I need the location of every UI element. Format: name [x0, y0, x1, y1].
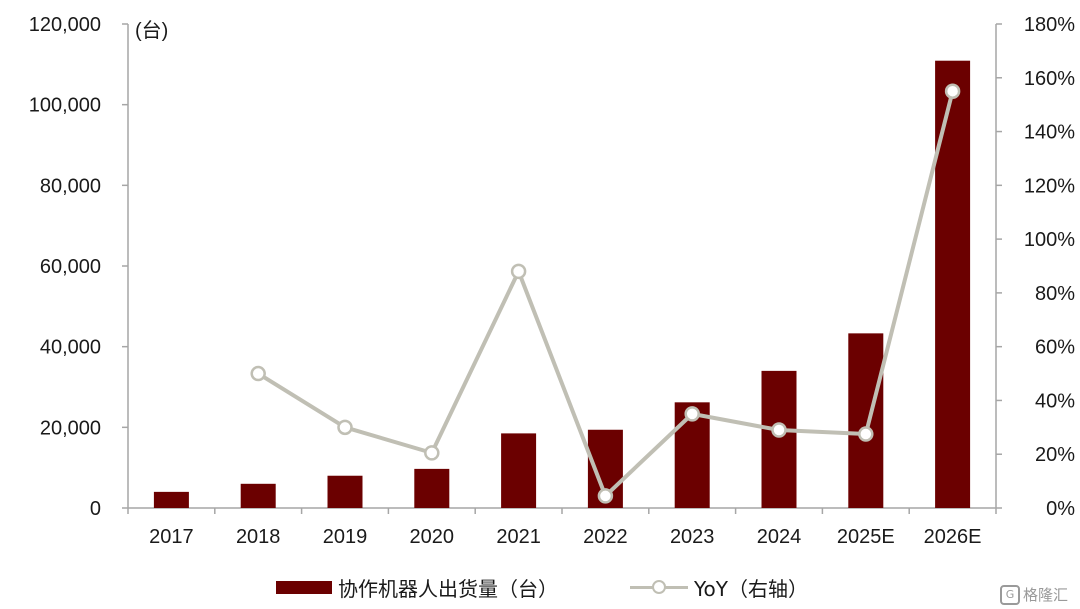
yoy-point — [858, 426, 874, 442]
left-axis-tick-label: 40,000 — [40, 337, 101, 359]
x-axis-tick-label: 2024 — [757, 526, 802, 548]
bar — [327, 475, 363, 508]
legend-bar-label: 协作机器人出货量（台） — [338, 576, 558, 601]
yoy-point — [250, 365, 266, 382]
legend-bar-swatch — [276, 580, 332, 594]
x-axis: 2017 2018 2019 2020 2021 2022 2023 2024 2025E 202… — [127, 507, 997, 548]
right-axis: 0% 20% 40% 60% 80% 100% 120% 140% 160% 180% — [995, 14, 1075, 520]
right-axis-tick-label: 180% — [1024, 14, 1075, 36]
left-axis: 0 20,000 40,000 60,000 80,000 100,000 120,000 — [29, 14, 129, 520]
bar — [935, 60, 971, 508]
left-axis-tick-label: 20,000 — [40, 417, 101, 439]
yoy-point — [597, 488, 614, 504]
x-axis-tick-label: 2025E — [837, 526, 895, 548]
legend-line-swatch — [630, 580, 688, 594]
x-axis-tick-label: 2018 — [236, 526, 281, 548]
right-axis-tick-label: 120% — [1024, 175, 1075, 197]
x-axis-tick-label: 2020 — [410, 526, 455, 548]
x-axis-tick-label: 2019 — [323, 526, 368, 548]
legend: 协作机器人出货量（台） YoY（右轴） — [0, 572, 1080, 602]
right-axis-tick-label: 140% — [1024, 122, 1075, 144]
yoy-point — [424, 445, 440, 461]
yoy-line-series — [250, 83, 961, 504]
watermark-text: 格隆汇 — [1022, 586, 1068, 604]
x-axis-tick-label: 2021 — [496, 526, 541, 548]
bar — [414, 468, 450, 508]
x-axis-tick-label: 2023 — [670, 526, 715, 548]
legend-item-line: YoY（右轴） — [630, 572, 808, 602]
right-axis-tick-label: 100% — [1024, 229, 1075, 251]
legend-item-bar: 协作机器人出货量（台） — [276, 572, 558, 602]
left-axis-tick-label: 120,000 — [29, 14, 101, 36]
right-axis-tick-label: 60% — [1035, 337, 1075, 359]
left-axis-tick-label: 100,000 — [29, 95, 101, 117]
left-axis-unit-label: (台) — [135, 19, 168, 42]
yoy-point — [510, 263, 527, 280]
watermark: G 格隆汇 — [999, 584, 1068, 605]
legend-line-label: YoY（右轴） — [694, 576, 809, 601]
bar — [761, 370, 797, 508]
x-axis-tick-label: 2022 — [583, 526, 628, 548]
bar — [501, 433, 537, 508]
left-axis-tick-label: 60,000 — [40, 256, 101, 278]
x-axis-tick-label: 2017 — [149, 526, 194, 548]
yoy-point — [337, 419, 353, 436]
bar — [848, 333, 884, 508]
x-axis-tick-label: 2026E — [924, 526, 982, 548]
watermark-logo-icon: G — [999, 584, 1020, 605]
yoy-point — [684, 406, 700, 422]
left-axis-tick-label: 80,000 — [40, 175, 101, 197]
right-axis-tick-label: 0% — [1046, 498, 1075, 520]
yoy-point — [771, 422, 787, 438]
yoy-point — [944, 83, 961, 99]
bar-series — [153, 60, 971, 508]
bar — [153, 491, 189, 508]
right-axis-tick-label: 40% — [1035, 390, 1075, 412]
right-axis-tick-label: 80% — [1035, 283, 1075, 305]
right-axis-tick-label: 160% — [1024, 68, 1075, 90]
left-axis-tick-label: 0 — [90, 498, 101, 520]
bar — [240, 483, 276, 508]
right-axis-tick-label: 20% — [1035, 444, 1075, 466]
